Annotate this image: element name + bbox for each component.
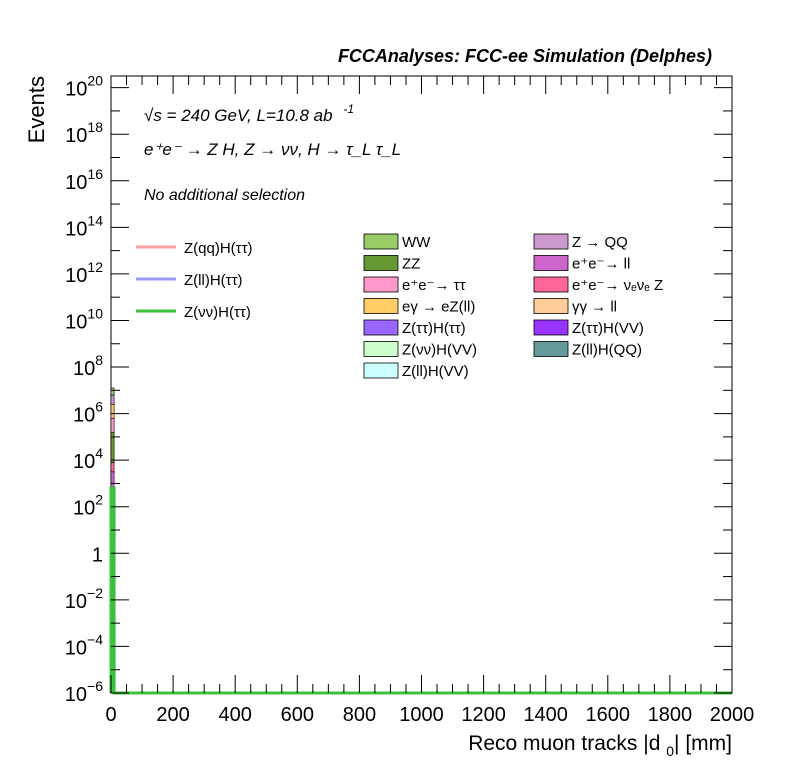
legend-fill-label: WW [402,234,431,251]
legend-fill-label: Z(ττ)H(VV) [572,320,644,337]
stack-segment-4 [110,462,115,473]
x-axis-title: Reco muon tracks |d 0| [mm] [468,732,732,759]
x-tick-label: 1800 [648,704,693,726]
y-tick-label: 1012 [65,259,103,287]
stack-segment-6 [110,417,115,433]
legend-fill-swatch [533,319,569,336]
y-tick-label: 1016 [65,166,103,194]
x-tick-label: 1400 [523,704,568,726]
signal-line-0 [109,486,732,695]
legend-fill-swatch [363,298,399,314]
x-axis-title-text: Reco muon tracks |d [468,732,660,755]
legend-fill-swatch [363,319,399,336]
legend-fill-swatch [363,341,399,357]
lumi-exponent: -1 [343,102,354,116]
x-tick-label: 600 [281,704,314,726]
y-tick-label: 1014 [65,212,103,240]
x-tick-label: 1000 [399,704,444,726]
y-tick-label: 1 [92,544,103,566]
x-tick-label: 2000 [710,704,755,726]
energy-lumi-label: √s = 240 GeV, L=10.8 ab -1 [144,102,354,125]
legend-signal: Z(qq)H(ττ) Z(ll)H(ττ) Z(νν)H(ττ) [136,240,253,321]
y-tick-label: 1018 [65,119,103,147]
legend-fill-swatch [533,255,569,271]
stack-segment-7 [110,403,115,419]
y-tick-label: 10−6 [65,678,103,706]
y-tick-label: 104 [73,445,103,473]
legend-fill-swatch [533,341,569,357]
stack-segment-8 [110,394,115,405]
legend-fill-label: Z(ττ)H(ττ) [402,320,466,337]
x-tick-label: 0 [105,704,116,726]
process-label: e⁺e⁻ → Z H, Z → νν, H → τ_L τ_L [144,140,401,159]
legend-fill-swatch [533,233,569,250]
legend-fill-swatch [363,276,399,293]
legend-backgrounds-col1: WW ZZ e⁺e⁻→ ττ eγ → eZ(ll) Z(ττ)H(ττ) Z(νν)H(… [363,233,477,380]
legend-line-label: Z(νν)H(ττ) [184,304,251,321]
energy-lumi-text: √s = 240 GeV, L=10.8 ab [144,106,333,125]
signal-histograms [109,486,732,695]
legend-fill-label: e⁺e⁻→ νₑνₑ Z [572,277,663,294]
y-tick-label: 106 [73,399,103,427]
legend-fill-swatch [363,255,399,271]
legend-fill-swatch [363,362,399,379]
legend-line-label: Z(ll)H(ττ) [184,272,243,289]
legend-fill-label: eγ → eZ(ll) [402,299,475,316]
legend-fill-swatch [363,233,399,250]
y-tick-label: 108 [73,352,103,380]
x-tick-label: 200 [156,704,189,726]
legend-fill-label: Z → QQ [572,234,628,251]
y-axis-ticks: 10−6 10−4 10−2 1 102 104 106 108 1010 1012 1014 101… [65,73,732,706]
legend-fill-label: Z(ll)H(VV) [402,363,469,380]
x-tick-label: 800 [343,704,376,726]
legend-line-label: Z(qq)H(ττ) [184,240,253,257]
y-tick-label: 102 [73,492,103,520]
y-tick-label: 1020 [65,73,103,101]
legend-fill-label: Z(νν)H(VV) [402,342,477,359]
y-axis-title: Events [24,76,49,143]
x-tick-label: 1600 [586,704,631,726]
stack-segment-9 [110,387,115,396]
legend-fill-label: Z(ll)H(QQ) [572,342,642,359]
legend-fill-label: e⁺e⁻→ ττ [402,277,466,294]
y-tick-label: 10−4 [65,631,103,659]
legend-fill-swatch [533,276,569,293]
y-tick-label: 10−2 [65,585,103,613]
y-tick-label: 1010 [65,305,103,333]
selection-label: No additional selection [144,187,305,204]
plot-frame [110,75,733,694]
x-tick-label: 1200 [461,704,506,726]
experiment-header: FCCAnalyses: FCC-ee Simulation (Delphes) [338,46,712,66]
legend-fill-label: ZZ [402,256,420,273]
x-axis-ticks: 0 200 400 600 800 1000 1200 1400 1600 1800 2000 [105,76,754,726]
legend-backgrounds-col2: Z → QQ e⁺e⁻→ ll e⁺e⁻→ νₑνₑ Z γγ → ll Z(ττ)H(… [533,233,663,359]
x-tick-label: 400 [219,704,252,726]
legend-fill-label: e⁺e⁻→ ll [572,256,630,273]
legend-fill-swatch [533,298,569,314]
legend-fill-label: γγ → ll [572,299,617,316]
